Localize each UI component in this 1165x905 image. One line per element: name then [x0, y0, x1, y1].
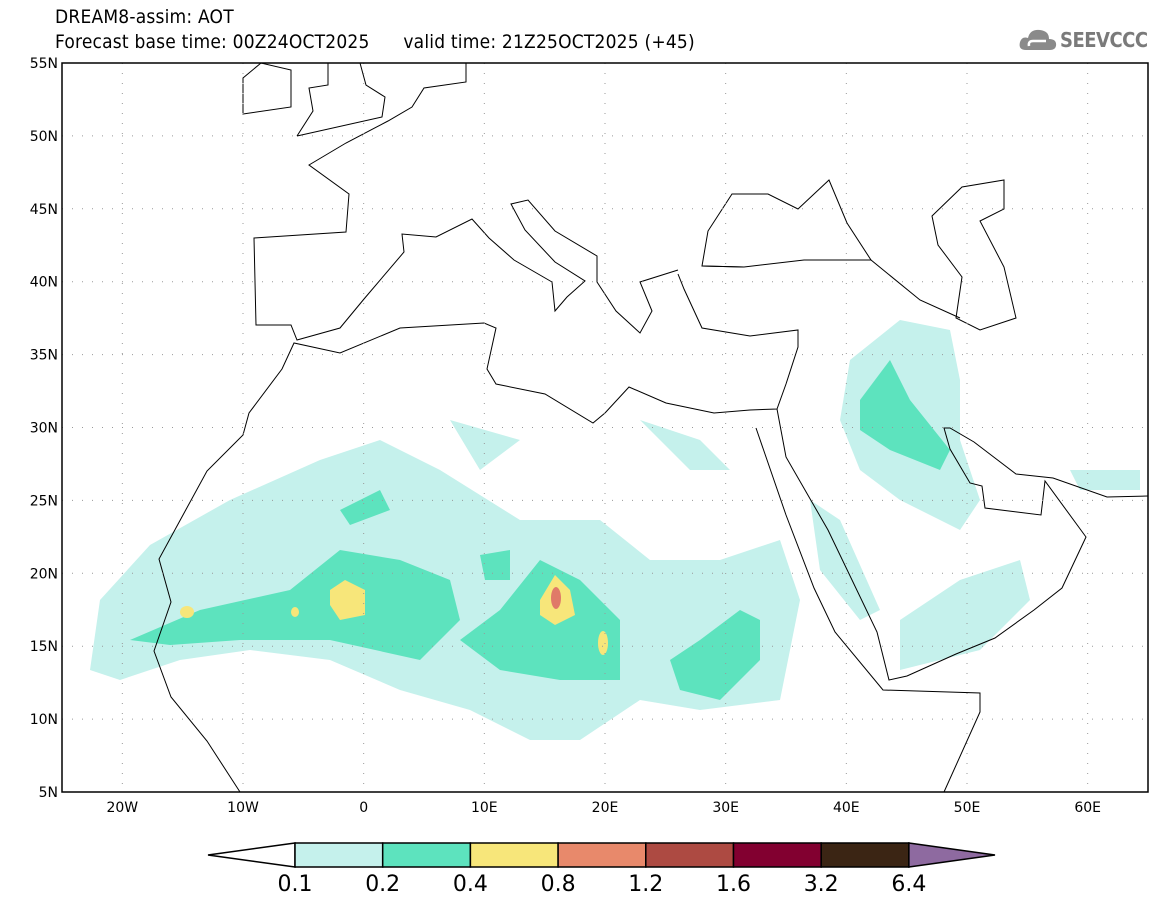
- graticule: [62, 63, 1148, 792]
- lon-tick-label: 10E: [471, 800, 498, 816]
- colorbar-label: 0.4: [453, 872, 488, 897]
- lat-tick-label: 15N: [30, 639, 58, 655]
- aot-band-0.2-0.4: [670, 610, 760, 700]
- time-info: Forecast base time: 00Z24OCT2025 valid t…: [55, 31, 695, 53]
- aot-band-0.4-0.8: [330, 575, 575, 625]
- logo-text: SEEVCCC: [1060, 28, 1148, 52]
- axis-labels: 55N 50N 45N 40N 35N 30N 25N 20N 15N 10N 5N 20W 10W 0 1…: [30, 56, 1101, 816]
- lon-tick-label: 40E: [833, 800, 860, 816]
- lon-tick-label: 10W: [227, 800, 259, 816]
- colorbar-label: 1.6: [716, 872, 751, 897]
- colorbar-label: 0.1: [278, 872, 313, 897]
- colorbar-segment: [469, 842, 559, 868]
- lat-tick-label: 30N: [30, 421, 58, 437]
- chart-title: DREAM8-assim: AOT: [55, 6, 234, 28]
- arabia-coast: [776, 408, 1149, 681]
- colorbar-segment: [381, 842, 472, 868]
- lat-tick-label: 35N: [30, 348, 58, 364]
- valid-time: valid time: 21Z25OCT2025 (+45): [403, 31, 695, 53]
- seevccc-logo: SEEVCCC: [1018, 26, 1148, 54]
- colorbar-label: 3.2: [804, 872, 839, 897]
- lat-tick-label: 25N: [30, 493, 58, 509]
- great-britain: [296, 62, 386, 137]
- cloud-icon: [1019, 29, 1057, 50]
- colorbar-segment: [732, 842, 822, 868]
- lat-tick-label: 5N: [39, 785, 58, 801]
- colorbar-segment: [820, 842, 910, 868]
- lon-tick-label: 20W: [106, 800, 138, 816]
- lat-tick-label: 50N: [30, 129, 58, 145]
- colorbar-low-extension: [207, 842, 296, 868]
- lon-tick-label: 0: [359, 800, 368, 816]
- colorbar-high-extension: [908, 842, 996, 868]
- aot-band-0.2-0.4: [860, 360, 950, 470]
- colorbar-label: 1.2: [628, 872, 663, 897]
- red-sea-africa-coast: [755, 427, 981, 793]
- aot-band-0.4-0.8: [598, 631, 608, 655]
- lat-tick-label: 10N: [30, 712, 58, 728]
- caspian-sea: [931, 179, 1017, 331]
- colorbar-label: 0.8: [541, 872, 576, 897]
- turkey-north: [701, 259, 961, 319]
- colorbar-segment: [645, 842, 735, 868]
- aot-field: [90, 320, 1140, 740]
- aot-band-0.1-0.2: [450, 420, 1140, 670]
- forecast-base-time: Forecast base time: 00Z24OCT2025: [55, 31, 370, 53]
- lat-tick-label: 20N: [30, 566, 58, 582]
- black-sea: [701, 179, 872, 268]
- colorbar-segment: [557, 842, 647, 868]
- lat-tick-label: 45N: [30, 202, 58, 218]
- europe-coast: [253, 63, 679, 341]
- aot-band-0.8-1.2: [551, 587, 561, 609]
- lat-tick-label: 55N: [30, 56, 58, 72]
- aot-band-0.4-0.8: [180, 606, 194, 618]
- map-frame: [61, 62, 1149, 793]
- lon-tick-label: 60E: [1074, 800, 1101, 816]
- colorbar-segment: [294, 842, 384, 868]
- africa-coast: [153, 273, 799, 793]
- colorbar: 0.1 0.2 0.4 0.8 1.2 1.6 3.2 6.4: [207, 842, 996, 897]
- lon-tick-label: 30E: [712, 800, 739, 816]
- lat-tick-label: 40N: [30, 275, 58, 291]
- lon-tick-label: 20E: [592, 800, 619, 816]
- aot-band-0.2-0.4: [130, 490, 460, 660]
- colorbar-label: 0.2: [365, 872, 400, 897]
- ireland: [242, 62, 292, 115]
- colorbar-label: 6.4: [891, 872, 926, 897]
- aot-band-0.4-0.8: [291, 607, 299, 617]
- lon-tick-label: 50E: [954, 800, 981, 816]
